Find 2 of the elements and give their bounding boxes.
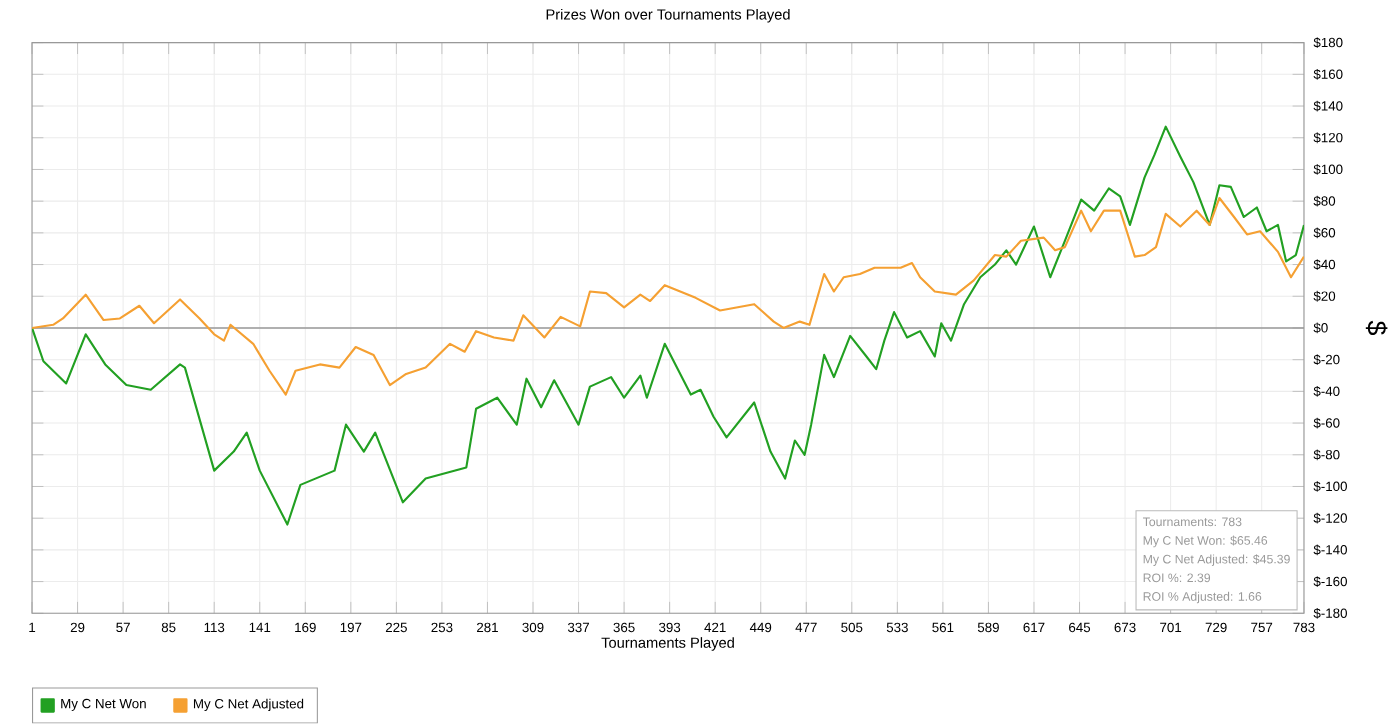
y-axis-title: $ xyxy=(1365,321,1388,336)
line-series xyxy=(32,125,1304,526)
